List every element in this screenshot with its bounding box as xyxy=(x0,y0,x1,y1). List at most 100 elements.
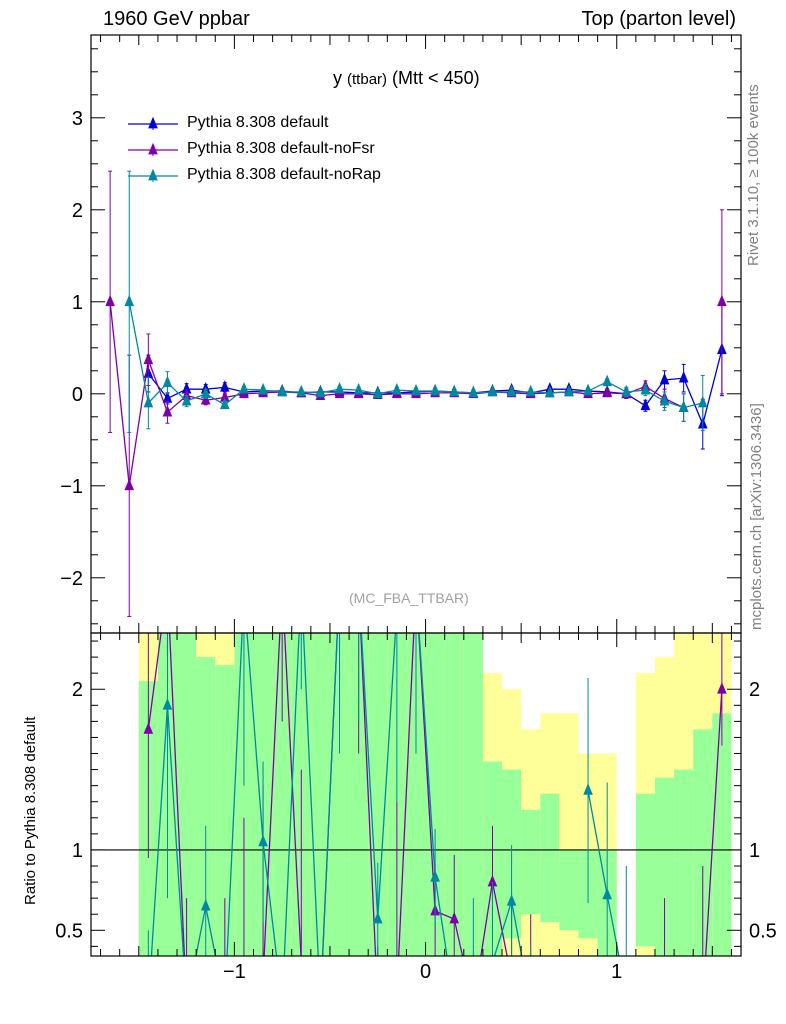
band-green-segment xyxy=(693,729,713,956)
main-data-point xyxy=(181,393,192,406)
ratio-data-point xyxy=(258,834,268,847)
axis-ticks xyxy=(91,35,741,956)
main-data-point xyxy=(162,405,173,417)
main-y-tick-label: 3 xyxy=(72,108,83,130)
main-data-point xyxy=(717,294,727,307)
main-data-point xyxy=(124,478,135,491)
main-data-point xyxy=(545,385,555,398)
main-data-point xyxy=(353,382,364,395)
band-green-segment xyxy=(463,633,483,956)
band-green-segment xyxy=(406,633,426,956)
ratio-data-point xyxy=(583,783,593,795)
main-data-point xyxy=(506,384,517,397)
band-green-segment xyxy=(329,633,350,956)
ratio-data-point xyxy=(200,898,211,911)
band-green-segment xyxy=(234,633,254,956)
band-green-segment xyxy=(521,809,541,915)
ratio-y-tick-label-right: 1 xyxy=(749,840,760,862)
mcplots-reference-label: mcplots.cern.ch [arXiv:1306.3436] xyxy=(748,403,765,630)
analysis-watermark: (MC_FBA_TTBAR) xyxy=(349,590,469,606)
header-process-label: Top (parton level) xyxy=(581,8,736,30)
main-data-point xyxy=(583,383,593,396)
main-y-tick-label: −1 xyxy=(60,476,83,498)
band-green-segment xyxy=(177,633,197,956)
legend-marker xyxy=(148,142,158,155)
ratio-data-point xyxy=(162,698,173,710)
ratio-y-tick-label-right: 2 xyxy=(749,679,760,701)
main-data-point xyxy=(525,384,536,397)
plot-title: y (ttbar) (Mtt < 450) xyxy=(333,68,480,89)
main-data-point xyxy=(430,383,440,396)
main-data-point xyxy=(277,384,287,397)
main-data-point xyxy=(315,385,326,398)
main-y-tick-label: 0 xyxy=(72,384,83,406)
legend-label-norap: Pythia 8.308 default-noRap xyxy=(187,166,381,183)
legend-marker xyxy=(148,168,158,181)
main-data-point xyxy=(659,372,670,385)
header-energy-label: 1960 GeV ppbar xyxy=(103,8,250,30)
ratio-data-point xyxy=(143,722,154,734)
main-data-point xyxy=(621,384,632,397)
ratio-y-tick-label-left: 0.5 xyxy=(55,920,83,942)
x-tick-label: 1 xyxy=(611,961,622,983)
ratio-data-point xyxy=(449,911,460,924)
main-data-point xyxy=(143,395,154,408)
main-data-point xyxy=(468,385,479,398)
main-data-point xyxy=(678,400,689,412)
x-tick-label: 0 xyxy=(420,961,431,983)
main-y-tick-label: 2 xyxy=(72,200,83,222)
band-green-segment xyxy=(196,657,216,956)
ratio-data-point xyxy=(506,894,517,906)
band-green-segment xyxy=(368,633,388,956)
main-data-point xyxy=(392,382,402,395)
plot-title-sub: (ttbar) xyxy=(347,71,388,88)
main-data-point xyxy=(162,375,173,388)
ratio-data-point xyxy=(717,682,727,694)
main-data-point xyxy=(220,380,230,392)
main-data-point xyxy=(200,386,211,399)
main-data-point xyxy=(239,382,249,394)
main-data-point xyxy=(640,398,651,411)
band-green-segment xyxy=(674,769,694,956)
band-green-segment xyxy=(310,633,330,956)
ratio-data-point xyxy=(372,911,383,924)
main-data-point xyxy=(105,294,115,307)
main-data-point xyxy=(124,294,135,307)
ratio-data-point xyxy=(430,870,440,882)
ratio-frame xyxy=(90,632,742,957)
band-green-segment xyxy=(425,633,445,956)
ratio-y-axis-label: Ratio to Pythia 8.308 default xyxy=(22,716,39,905)
legend-marker xyxy=(148,116,158,129)
main-series-layer xyxy=(105,170,727,617)
ratio-data-point xyxy=(487,874,498,887)
main-data-point xyxy=(678,370,689,383)
main-data-point xyxy=(602,374,612,387)
legend xyxy=(128,116,178,182)
band-green-segment xyxy=(712,713,732,956)
axis-tick-labels: −2 −1 0 1 2 3 −1 0 1 0.5 0.5 1 1 2 2 xyxy=(55,108,777,983)
band-green-segment xyxy=(654,777,675,956)
plot-title-cut: (Mtt < 450) xyxy=(392,68,480,88)
main-data-point xyxy=(564,384,574,397)
ratio-y-tick-label-left: 1 xyxy=(72,840,83,862)
band-green-segment xyxy=(272,633,292,956)
main-data-point xyxy=(659,393,670,406)
main-data-point xyxy=(334,382,345,394)
plot-frames xyxy=(90,34,742,957)
main-data-point xyxy=(697,395,708,408)
main-data-point xyxy=(372,386,383,399)
band-green-segment xyxy=(444,633,464,956)
x-tick-label: −1 xyxy=(223,961,246,983)
main-data-point xyxy=(162,391,173,403)
main-y-tick-label: −2 xyxy=(60,568,83,590)
main-data-point xyxy=(220,397,230,410)
main-data-point xyxy=(220,390,230,402)
main-data-point xyxy=(449,384,460,397)
plot-title-main: y xyxy=(333,68,342,88)
band-green-segment xyxy=(215,665,235,956)
main-data-point xyxy=(602,385,612,398)
ratio-y-tick-label-right: 0.5 xyxy=(749,920,777,942)
main-data-point xyxy=(411,383,421,396)
main-y-tick-label: 1 xyxy=(72,292,83,314)
